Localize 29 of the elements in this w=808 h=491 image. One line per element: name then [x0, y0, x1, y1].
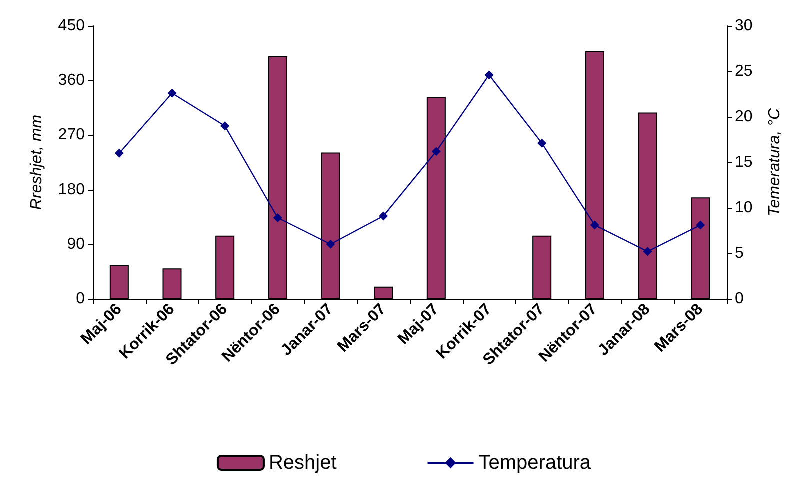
y-tick-label: 450: [58, 18, 86, 34]
legend-label: Reshjet: [268, 452, 338, 474]
point: [326, 240, 336, 249]
legend-label: Temperatura: [478, 452, 592, 474]
y2-tick-label: 15: [735, 154, 753, 171]
y-tick-label: 360: [58, 72, 86, 90]
point: [590, 220, 600, 230]
y2-tick-label: 5: [735, 245, 744, 262]
point: [273, 214, 282, 223]
y2-tick-label: 10: [735, 200, 753, 216]
y-axis-title: Rreshjet, mm: [28, 114, 46, 210]
point: [538, 138, 547, 148]
point: [168, 88, 177, 98]
point: [696, 220, 706, 230]
point: [379, 212, 388, 221]
y2-tick-label: 30: [735, 18, 753, 34]
y-tick-label: 90: [67, 236, 86, 253]
point: [220, 122, 230, 131]
y-tick-label: 270: [58, 126, 86, 144]
y2-tick-label: 0: [735, 290, 744, 308]
point: [484, 70, 494, 80]
y2-tick-label: 25: [735, 63, 753, 80]
y2-tick-label: 20: [735, 108, 753, 126]
y2-axis-title: Temeratura, °C: [766, 108, 784, 217]
point: [114, 148, 124, 158]
point: [643, 247, 652, 256]
y-tick-label: 180: [58, 181, 86, 198]
point: [432, 147, 441, 156]
y-tick-label: 0: [76, 290, 86, 308]
